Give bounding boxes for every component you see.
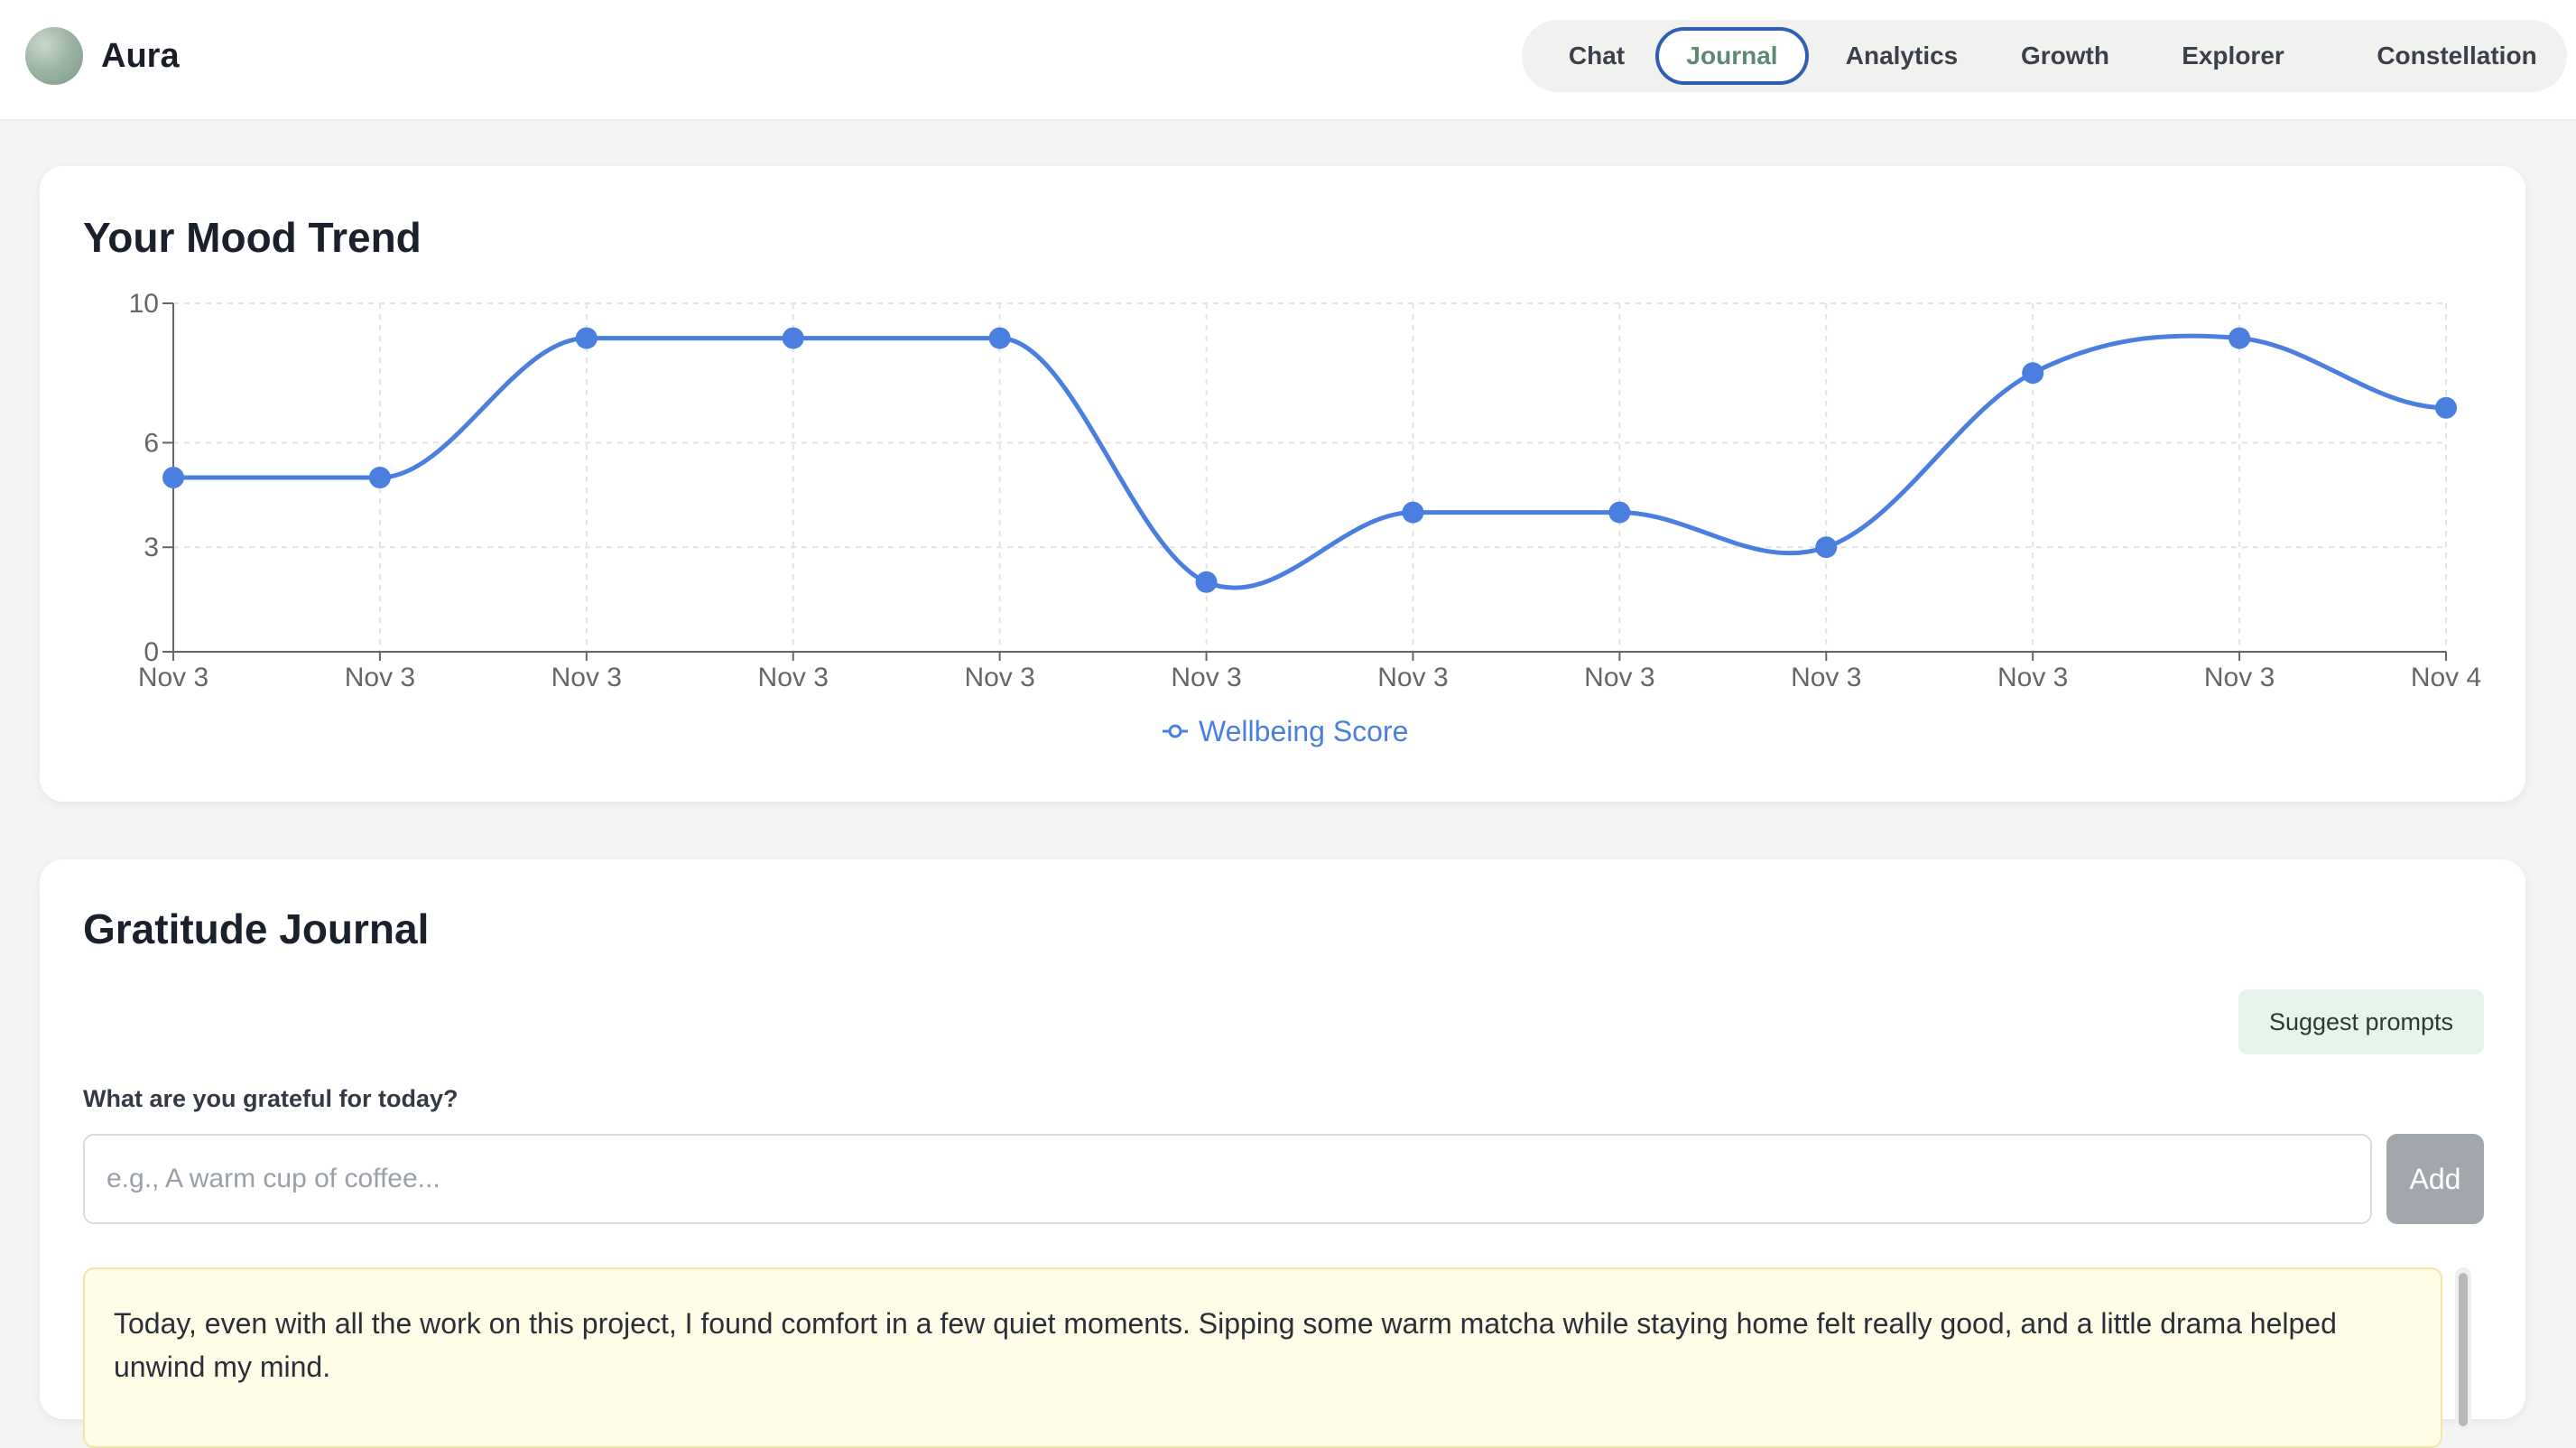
x-tick-label: Nov 3 bbox=[758, 663, 829, 692]
y-tick-label: 6 bbox=[144, 428, 159, 458]
main-nav: Chat Journal Analytics Growth Explorer C… bbox=[1522, 20, 2567, 92]
mood-trend-title: Your Mood Trend bbox=[83, 214, 422, 261]
data-point bbox=[2022, 362, 2044, 385]
tab-explorer[interactable]: Explorer bbox=[2182, 42, 2284, 70]
x-tick-label: Nov 3 bbox=[345, 663, 415, 692]
x-tick-label: Nov 3 bbox=[138, 663, 208, 692]
data-point bbox=[1195, 571, 1218, 593]
legend-marker-icon bbox=[1168, 724, 1182, 738]
x-tick-label: Nov 3 bbox=[1171, 663, 1241, 692]
data-point bbox=[2229, 327, 2251, 349]
x-tick-label: Nov 3 bbox=[1377, 663, 1448, 692]
tab-analytics[interactable]: Analytics bbox=[1845, 42, 1959, 70]
data-point bbox=[575, 327, 598, 349]
entries-scrollbar[interactable] bbox=[2455, 1267, 2471, 1430]
x-tick-label: Nov 3 bbox=[1791, 663, 1861, 692]
tab-journal[interactable]: Journal bbox=[1655, 27, 1809, 85]
mood-trend-card: Your Mood Trend 0 3 6 10 Nov 3 Nov 3 Nov 3 Nov … bbox=[40, 166, 2525, 802]
y-tick-label: 3 bbox=[144, 533, 159, 562]
x-tick-label: Nov 3 bbox=[2204, 663, 2275, 692]
x-tick-label: Nov 3 bbox=[1997, 663, 2068, 692]
scrollbar-thumb[interactable] bbox=[2459, 1273, 2468, 1426]
data-point bbox=[1608, 501, 1631, 524]
data-point bbox=[1815, 536, 1838, 559]
data-point bbox=[368, 467, 391, 488]
mood-trend-chart: 0 3 6 10 Nov 3 Nov 3 Nov 3 Nov 3 Nov 3 Nov 3 Nov 3… bbox=[129, 289, 2482, 747]
journal-entry: Today, even with all the work on this pr… bbox=[83, 1267, 2442, 1448]
brand[interactable]: Aura bbox=[25, 27, 180, 85]
y-tick-label: 0 bbox=[144, 637, 159, 667]
series-line bbox=[172, 333, 2447, 590]
data-point bbox=[2435, 396, 2457, 419]
tab-constellation[interactable]: Constellation bbox=[2377, 42, 2537, 70]
data-point bbox=[1402, 501, 1424, 524]
tab-chat[interactable]: Chat bbox=[1568, 42, 1626, 70]
gratitude-journal-title: Gratitude Journal bbox=[83, 905, 430, 952]
gratitude-prompt-label: What are you grateful for today? bbox=[83, 1085, 459, 1112]
x-tick-label: Nov 3 bbox=[964, 663, 1034, 692]
brand-name: Aura bbox=[101, 36, 180, 75]
app-header: Aura Chat Journal Analytics Growth Explo… bbox=[0, 0, 2576, 121]
data-point bbox=[162, 467, 184, 488]
gratitude-journal-card: Gratitude Journal Suggest prompts What a… bbox=[40, 859, 2525, 1448]
legend-label: Wellbeing Score bbox=[1199, 715, 1408, 747]
y-tick-label: 10 bbox=[129, 289, 159, 319]
data-point bbox=[782, 327, 804, 349]
x-tick-label: Nov 4 bbox=[2411, 663, 2481, 692]
tab-growth[interactable]: Growth bbox=[2021, 42, 2109, 70]
x-tick-label: Nov 3 bbox=[551, 663, 622, 692]
gratitude-input[interactable] bbox=[83, 1134, 2372, 1224]
aura-logo-icon bbox=[25, 27, 83, 85]
add-button[interactable]: Add bbox=[2386, 1134, 2484, 1224]
data-point bbox=[988, 327, 1011, 349]
x-tick-label: Nov 3 bbox=[1584, 663, 1654, 692]
suggest-prompts-button[interactable]: Suggest prompts bbox=[2238, 989, 2484, 1054]
